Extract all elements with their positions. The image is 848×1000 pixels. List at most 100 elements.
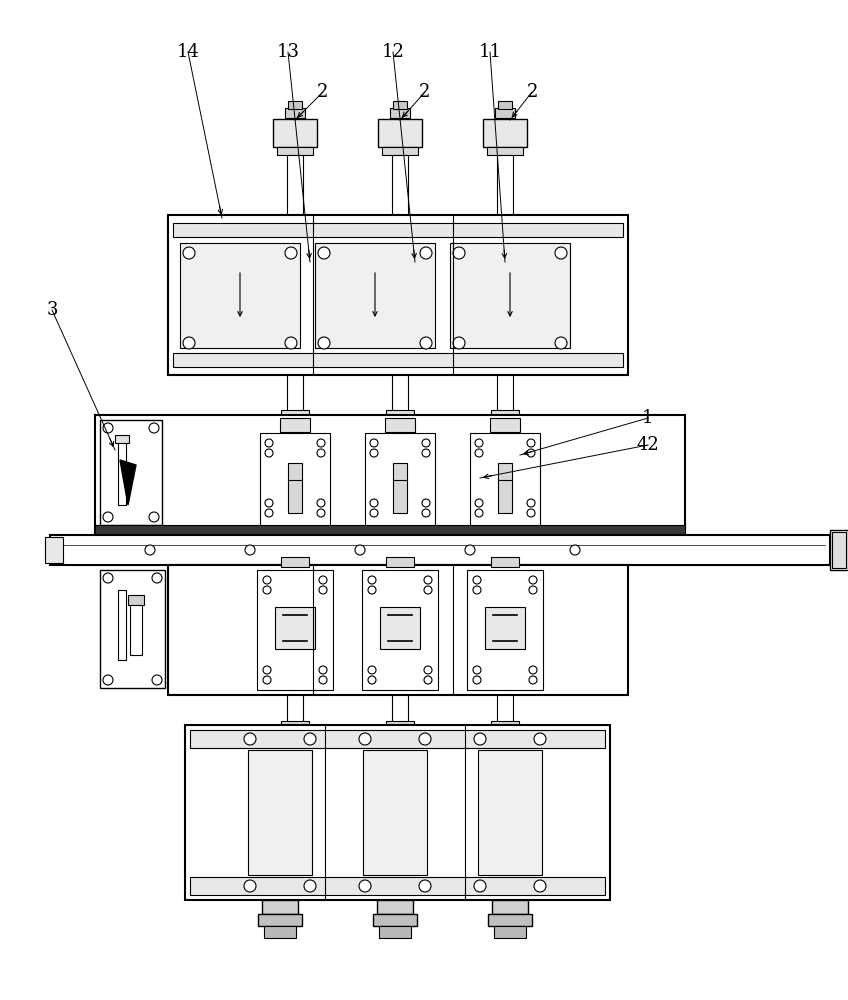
Circle shape xyxy=(103,573,113,583)
Bar xyxy=(494,926,526,938)
Bar xyxy=(377,900,413,914)
Text: 11: 11 xyxy=(478,43,501,61)
Bar xyxy=(100,420,162,525)
Bar xyxy=(467,570,543,690)
Circle shape xyxy=(355,545,365,555)
Circle shape xyxy=(420,247,432,259)
Bar xyxy=(491,557,519,567)
Circle shape xyxy=(370,449,378,457)
Bar xyxy=(373,914,417,926)
Circle shape xyxy=(473,676,481,684)
Circle shape xyxy=(420,337,432,349)
Circle shape xyxy=(570,545,580,555)
Bar xyxy=(260,433,330,528)
Text: 42: 42 xyxy=(637,436,660,454)
Circle shape xyxy=(319,666,327,674)
Circle shape xyxy=(527,499,535,507)
Circle shape xyxy=(422,449,430,457)
Bar xyxy=(378,119,422,147)
Bar xyxy=(393,101,407,109)
Bar xyxy=(362,570,438,690)
Bar xyxy=(264,926,296,938)
Circle shape xyxy=(145,545,155,555)
Bar xyxy=(392,155,408,217)
Circle shape xyxy=(149,512,159,522)
Circle shape xyxy=(359,733,371,745)
Circle shape xyxy=(475,449,483,457)
Bar xyxy=(281,721,309,731)
Circle shape xyxy=(422,439,430,447)
Circle shape xyxy=(152,675,162,685)
Circle shape xyxy=(422,499,430,507)
Bar xyxy=(487,147,523,155)
Circle shape xyxy=(368,666,376,674)
Circle shape xyxy=(453,337,465,349)
Circle shape xyxy=(319,676,327,684)
Circle shape xyxy=(529,576,537,584)
Bar xyxy=(190,877,605,895)
Circle shape xyxy=(370,439,378,447)
Circle shape xyxy=(424,676,432,684)
Circle shape xyxy=(527,509,535,517)
Circle shape xyxy=(474,733,486,745)
Circle shape xyxy=(419,733,431,745)
Circle shape xyxy=(263,676,271,684)
Circle shape xyxy=(424,666,432,674)
Bar xyxy=(498,463,512,513)
Bar xyxy=(287,375,303,415)
Circle shape xyxy=(103,675,113,685)
Bar xyxy=(50,535,830,565)
Bar xyxy=(832,532,846,568)
Circle shape xyxy=(244,733,256,745)
Bar xyxy=(287,155,303,217)
Circle shape xyxy=(368,676,376,684)
Bar xyxy=(273,119,317,147)
Bar xyxy=(382,147,418,155)
Circle shape xyxy=(263,576,271,584)
Bar xyxy=(392,375,408,415)
Bar xyxy=(386,557,414,567)
Circle shape xyxy=(304,733,316,745)
Bar xyxy=(275,607,315,649)
Bar xyxy=(490,418,520,432)
Bar xyxy=(288,463,302,513)
Circle shape xyxy=(318,337,330,349)
Bar xyxy=(281,410,309,422)
Circle shape xyxy=(265,499,273,507)
Circle shape xyxy=(285,337,297,349)
Circle shape xyxy=(424,586,432,594)
Circle shape xyxy=(473,586,481,594)
Circle shape xyxy=(475,509,483,517)
Bar xyxy=(118,440,126,505)
Bar xyxy=(190,730,605,748)
Circle shape xyxy=(529,586,537,594)
Bar xyxy=(483,119,527,147)
Bar xyxy=(498,101,512,109)
Circle shape xyxy=(319,576,327,584)
Circle shape xyxy=(317,499,325,507)
Circle shape xyxy=(475,499,483,507)
Text: 3: 3 xyxy=(47,301,58,319)
Bar xyxy=(488,914,532,926)
Bar xyxy=(478,750,542,875)
Text: 2: 2 xyxy=(527,83,538,101)
Circle shape xyxy=(152,573,162,583)
Circle shape xyxy=(424,576,432,584)
Bar xyxy=(280,418,310,432)
Circle shape xyxy=(245,545,255,555)
Bar xyxy=(95,537,685,547)
Bar xyxy=(258,914,302,926)
Text: 14: 14 xyxy=(176,43,199,61)
Bar xyxy=(262,900,298,914)
Bar xyxy=(392,695,408,725)
Text: 2: 2 xyxy=(317,83,329,101)
Bar xyxy=(497,155,513,217)
Circle shape xyxy=(265,449,273,457)
Circle shape xyxy=(244,880,256,892)
Circle shape xyxy=(317,439,325,447)
Circle shape xyxy=(304,880,316,892)
Bar xyxy=(248,750,312,875)
Circle shape xyxy=(453,247,465,259)
Bar xyxy=(173,223,623,237)
Bar xyxy=(115,435,129,443)
